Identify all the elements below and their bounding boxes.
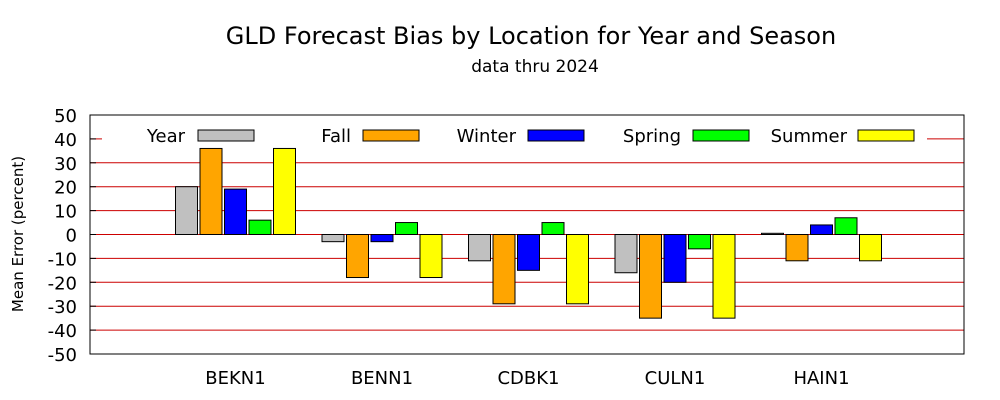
bar-benn1-spring xyxy=(395,222,418,236)
legend-swatch-summer xyxy=(857,129,915,142)
y-tick-label: -20 xyxy=(48,273,77,294)
chart-subtitle: data thru 2024 xyxy=(471,57,599,77)
y-tick-label: 50 xyxy=(54,106,77,127)
y-tick-label: 20 xyxy=(54,178,77,199)
bar-hain1-fall xyxy=(785,234,809,262)
bar-culn1-fall xyxy=(639,234,662,319)
legend-swatch-spring xyxy=(692,129,750,142)
bar-cdbk1-summer xyxy=(566,234,589,305)
bar-benn1-year xyxy=(321,234,345,243)
legend-label-year: Year xyxy=(146,126,186,147)
bar-hain1-winter xyxy=(810,224,833,236)
y-tick-label: 30 xyxy=(54,154,77,175)
category-label-benn1: BENN1 xyxy=(351,368,413,389)
bar-benn1-fall xyxy=(346,234,369,279)
bar-benn1-summer xyxy=(419,234,443,279)
y-tick-label: -10 xyxy=(48,249,77,270)
legend-label-winter: Winter xyxy=(457,126,517,147)
bar-culn1-winter xyxy=(663,234,687,283)
y-tick-label: -40 xyxy=(48,321,77,342)
y-tick-label: 10 xyxy=(54,202,77,223)
bar-cdbk1-fall xyxy=(492,234,516,305)
bar-bekn1-fall xyxy=(199,147,223,236)
bar-bekn1-year xyxy=(175,186,198,235)
bar-hain1-summer xyxy=(859,234,882,262)
chart-title: GLD Forecast Bias by Location for Year a… xyxy=(226,22,836,50)
legend-swatch-fall xyxy=(362,129,420,142)
bar-cdbk1-year xyxy=(468,234,491,262)
legend-swatch-winter xyxy=(527,129,585,142)
bar-culn1-spring xyxy=(688,234,711,250)
bar-hain1-year xyxy=(761,232,784,235)
legend-label-summer: Summer xyxy=(771,126,848,147)
bar-hain1-spring xyxy=(834,217,858,236)
y-axis-label: Mean Error (percent) xyxy=(9,156,27,312)
y-tick-label: 40 xyxy=(54,130,77,151)
bar-bekn1-spring xyxy=(248,219,272,236)
bars xyxy=(175,147,882,319)
legend-label-fall: Fall xyxy=(321,126,351,147)
bar-culn1-year xyxy=(614,234,638,274)
category-label-hain1: HAIN1 xyxy=(793,368,849,389)
bar-cdbk1-spring xyxy=(541,222,565,236)
legend-label-spring: Spring xyxy=(623,126,681,147)
y-tick-label: -30 xyxy=(48,297,77,318)
y-tick-label: -50 xyxy=(48,345,77,366)
legend-swatch-year xyxy=(197,129,255,142)
category-label-cdbk1: CDBK1 xyxy=(497,368,559,389)
bar-cdbk1-winter xyxy=(517,234,540,271)
category-label-culn1: CULN1 xyxy=(645,368,706,389)
bar-culn1-summer xyxy=(712,234,736,319)
category-labels: BEKN1 BENN1 CDBK1 CULN1 HAIN1 xyxy=(205,368,849,389)
category-label-bekn1: BEKN1 xyxy=(205,368,265,389)
y-tick-label: 0 xyxy=(66,226,77,247)
y-tick-labels: 50 40 30 20 10 0-10 -20 -30 -40 -50 xyxy=(48,106,96,366)
bar-benn1-winter xyxy=(370,234,394,243)
bar-bekn1-winter xyxy=(224,188,247,235)
bar-bekn1-summer xyxy=(273,147,296,236)
legend: Year Fall Winter Spring Summer xyxy=(146,126,915,147)
